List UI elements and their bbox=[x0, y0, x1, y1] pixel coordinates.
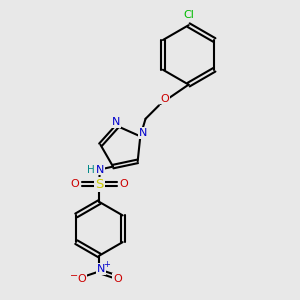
Text: H: H bbox=[88, 164, 95, 175]
Text: O: O bbox=[77, 274, 86, 284]
Text: N: N bbox=[97, 264, 105, 274]
Text: S: S bbox=[95, 178, 104, 191]
Text: Cl: Cl bbox=[183, 10, 194, 20]
Text: O: O bbox=[119, 179, 128, 189]
Text: O: O bbox=[160, 94, 169, 103]
Text: N: N bbox=[139, 128, 148, 138]
Text: O: O bbox=[113, 274, 122, 284]
Text: −: − bbox=[70, 271, 78, 281]
Text: N: N bbox=[96, 164, 104, 175]
Text: N: N bbox=[112, 117, 120, 127]
Text: +: + bbox=[103, 260, 110, 269]
Text: O: O bbox=[71, 179, 80, 189]
